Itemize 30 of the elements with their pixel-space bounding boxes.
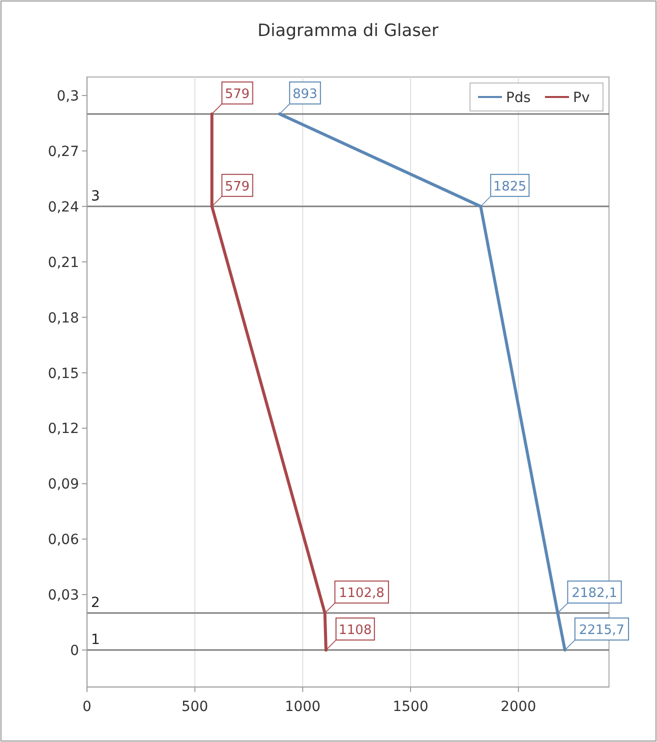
x-tick-label: 2000	[500, 699, 536, 715]
y-tick-label: 0,27	[48, 144, 79, 160]
legend-label: Pv	[573, 90, 590, 106]
annotation: 2182,1	[572, 586, 618, 602]
y-tick-label: 0,18	[48, 310, 79, 326]
y-tick-label: 0,15	[48, 366, 79, 382]
annotation: 3	[91, 188, 100, 204]
annotation: 1825	[493, 179, 526, 194]
annotation: 893	[292, 86, 318, 102]
annotation: 2215,7	[578, 623, 624, 638]
legend-label: Pds	[506, 90, 531, 106]
y-tick-label: 0,3	[56, 88, 79, 104]
y-tick-label: 0,21	[48, 254, 79, 271]
chart-title: Diagramma di Glaser	[258, 21, 438, 41]
y-tick-label: 0,03	[48, 588, 79, 604]
annotation: 1102,8	[338, 586, 384, 602]
y-tick-label: 0,12	[48, 421, 79, 438]
y-tick-label: 0,09	[48, 476, 79, 493]
y-tick-label: 0	[70, 643, 79, 660]
x-tick-label: 1000	[284, 699, 321, 715]
annotation: 579	[224, 179, 250, 194]
annotation: 1	[91, 632, 100, 648]
annotation: 2	[91, 595, 100, 612]
y-tick-label: 0,06	[48, 532, 80, 548]
x-tick-label: 0	[82, 699, 92, 715]
y-tick-label: 0,24	[48, 199, 80, 216]
annotation: 1108	[338, 623, 372, 638]
annotation: 579	[224, 86, 250, 102]
x-tick-label: 500	[181, 699, 208, 715]
x-tick-label: 1500	[392, 699, 428, 715]
